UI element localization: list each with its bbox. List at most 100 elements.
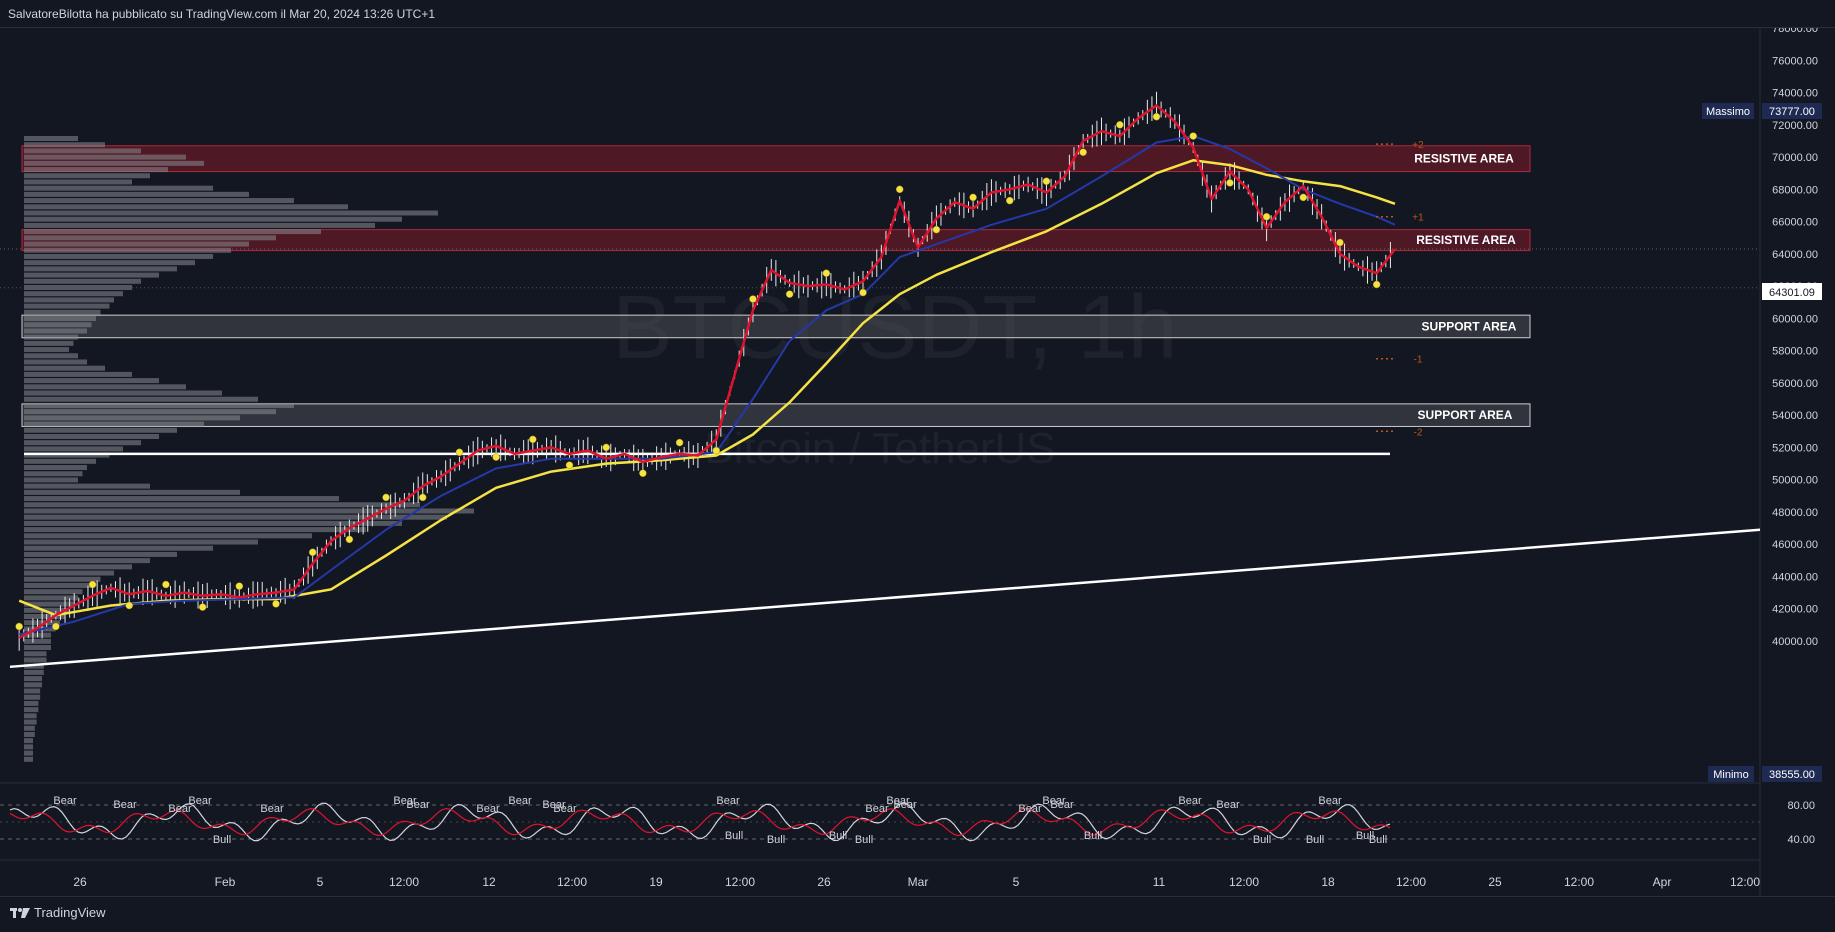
price-tick: 48000.00 bbox=[1772, 507, 1818, 519]
swing-point-dot bbox=[15, 622, 23, 631]
volume-profile-bar bbox=[24, 334, 78, 340]
volume-profile-bar bbox=[24, 179, 132, 185]
volume-profile-bar bbox=[24, 545, 213, 551]
volume-profile-bar bbox=[24, 465, 87, 471]
pivot-label: -1 bbox=[1414, 355, 1423, 366]
time-tick: 11 bbox=[1153, 875, 1166, 889]
trendline bbox=[9, 528, 1760, 669]
swing-point-dot bbox=[639, 469, 647, 477]
price-tick: 76000.00 bbox=[1772, 55, 1818, 67]
osc-signal-label: Bear bbox=[260, 803, 284, 815]
volume-profile-bar bbox=[24, 421, 204, 427]
swing-dots-layer bbox=[15, 112, 1381, 631]
volume-profile-bar bbox=[24, 359, 87, 365]
volume-profile-bar bbox=[24, 756, 33, 762]
time-tick: 12:00 bbox=[725, 875, 755, 889]
min-label: Minimo bbox=[1713, 769, 1748, 781]
osc-signal-label: Bear bbox=[53, 795, 77, 807]
current-price-value: 64301.09 bbox=[1769, 287, 1815, 299]
volume-profile-bar bbox=[24, 253, 213, 259]
chart-canvas[interactable]: BTCUSDT, 1h Bitcoin / TetherUS RESISTIVE… bbox=[0, 28, 1835, 896]
tradingview-brand: TradingView bbox=[34, 905, 106, 920]
volume-profile-bar bbox=[24, 669, 44, 675]
volume-profile-bar bbox=[24, 340, 74, 346]
swing-point-dot bbox=[565, 461, 574, 469]
price-tick: 58000.00 bbox=[1772, 346, 1818, 358]
volume-profile-bar bbox=[24, 284, 132, 290]
volume-profile-bar bbox=[24, 309, 101, 315]
volume-profile-bar bbox=[24, 241, 249, 247]
volume-profile-bar bbox=[24, 347, 69, 353]
watermark-description: Bitcoin / TetherUS bbox=[704, 424, 1055, 473]
ema-fast-line bbox=[18, 104, 1396, 639]
pivot-label: +1 bbox=[1412, 213, 1424, 224]
volume-profile-bar bbox=[24, 527, 366, 533]
volume-profile-bar bbox=[24, 297, 114, 303]
price-tick: 54000.00 bbox=[1772, 410, 1818, 422]
volume-profile-bar bbox=[24, 427, 177, 433]
osc-signal-label: Bear bbox=[1042, 795, 1066, 807]
volume-profile-bar bbox=[24, 328, 87, 334]
volume-profile-bar bbox=[24, 365, 105, 371]
tradingview-logo[interactable]: TradingView bbox=[10, 905, 106, 920]
price-tick: 68000.00 bbox=[1772, 184, 1818, 196]
volume-profile bbox=[24, 136, 474, 762]
volume-profile-bar bbox=[24, 409, 276, 415]
time-axis[interactable]: 26 Feb 5 12:00 12 12:00 19 12:00 26 Mar 5 11 12:00 18… bbox=[73, 875, 1760, 889]
max-label: Massimo bbox=[1706, 106, 1750, 118]
volume-profile-bar bbox=[24, 738, 33, 744]
osc-signal-label: Bull bbox=[1253, 834, 1271, 846]
swing-point-dot bbox=[822, 269, 831, 277]
price-tick: 66000.00 bbox=[1772, 217, 1818, 229]
swing-point-dot bbox=[382, 493, 390, 502]
osc-line-white bbox=[9, 802, 1391, 842]
time-tick: 12:00 bbox=[1396, 875, 1426, 889]
osc-signal-label: Bear bbox=[508, 795, 532, 807]
price-tick: 78000.00 bbox=[1772, 28, 1818, 35]
swing-point-dot bbox=[1152, 112, 1161, 121]
price-tick: 52000.00 bbox=[1772, 442, 1818, 454]
osc-signal-label: Bear bbox=[1178, 795, 1202, 807]
osc-signal-label: Bull bbox=[1084, 830, 1102, 842]
volume-profile-bar bbox=[24, 707, 39, 713]
time-tick: 12:00 bbox=[1730, 875, 1760, 889]
osc-signal-label: Bull bbox=[767, 834, 785, 846]
volume-profile-bar bbox=[24, 272, 159, 278]
osc-signal-label: Bear bbox=[886, 795, 910, 807]
resistive-zone bbox=[21, 145, 1531, 173]
volume-profile-bar bbox=[24, 229, 321, 235]
osc-signal-label: Bear bbox=[168, 803, 192, 815]
volume-profile-bar bbox=[24, 614, 65, 620]
swing-point-dot bbox=[1299, 193, 1308, 202]
volume-profile-bar bbox=[24, 744, 33, 750]
volume-profile-bar bbox=[24, 514, 447, 520]
swing-point-dot bbox=[785, 290, 794, 298]
swing-point-dot bbox=[88, 580, 97, 589]
osc-signal-label: Bull bbox=[829, 830, 847, 842]
price-tick: 46000.00 bbox=[1772, 539, 1818, 551]
oscillator-axis: 80.00 40.00 bbox=[1787, 800, 1815, 846]
swing-point-dot bbox=[895, 185, 904, 194]
volume-profile-bar bbox=[24, 551, 177, 557]
lines-layer bbox=[0, 91, 1760, 669]
volume-profile-bar bbox=[24, 353, 78, 359]
price-axis[interactable]: 78000.00 76000.00 74000.00 72000.00 70000.00… bbox=[1772, 28, 1818, 648]
swing-point-dot bbox=[198, 603, 207, 611]
volume-profile-bar bbox=[24, 154, 186, 160]
volume-profile-bar bbox=[24, 570, 114, 576]
volume-profile-bar bbox=[24, 247, 231, 253]
swing-point-dot bbox=[1042, 177, 1051, 185]
osc-signal-label: Bear bbox=[893, 799, 917, 811]
pivot-label: +2 bbox=[1412, 140, 1424, 151]
resistive-zone bbox=[21, 229, 1531, 252]
volume-profile-bar bbox=[24, 558, 150, 564]
time-tick: 26 bbox=[817, 875, 831, 889]
osc-tick: 40.00 bbox=[1787, 834, 1815, 846]
volume-profile-bar bbox=[24, 371, 132, 377]
swing-point-dot bbox=[969, 193, 977, 202]
swing-point-dot bbox=[345, 535, 354, 544]
swing-point-dot bbox=[162, 580, 170, 589]
volume-profile-bar bbox=[24, 316, 96, 322]
osc-signal-label: Bear bbox=[1216, 799, 1240, 811]
volume-profile-bar bbox=[24, 483, 150, 489]
